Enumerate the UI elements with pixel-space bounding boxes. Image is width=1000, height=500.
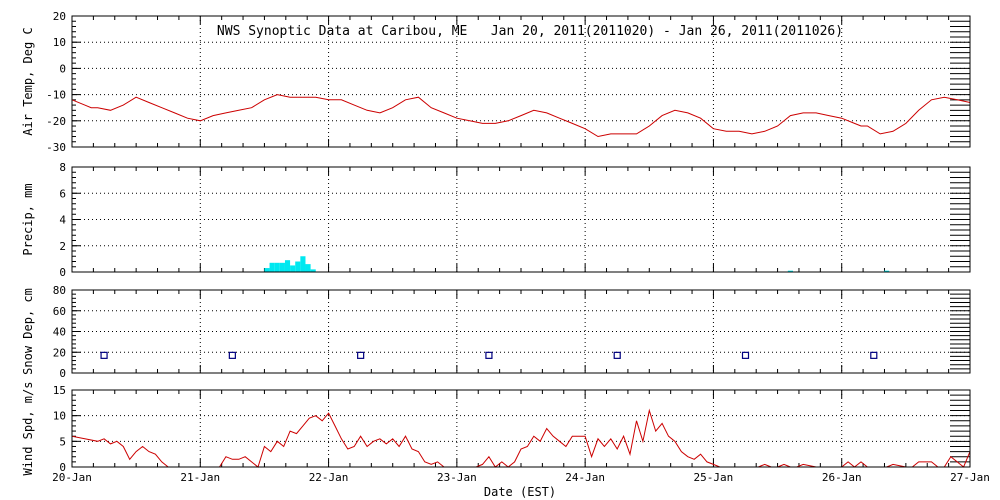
precip-bar (274, 262, 280, 272)
air-temp-y-tick-label: -10 (46, 89, 66, 102)
air-temp-series-line (71, 94, 971, 138)
precip-y-tick-label: 4 (59, 214, 66, 227)
precip-y-tick-label: 6 (59, 187, 66, 200)
wind-speed-y-tick-label: 15 (53, 384, 66, 397)
chart-title: NWS Synoptic Data at Caribou, ME Jan 20,… (217, 24, 843, 39)
precip-y-tick-label: 2 (59, 240, 66, 253)
wind-speed-y-tick-label: 0 (59, 461, 66, 474)
precip-bar (284, 260, 291, 272)
air-temp-y-tick-label: -30 (46, 141, 66, 154)
precip-bar (279, 262, 285, 272)
wind-speed-frame (71, 389, 971, 468)
x-tick-label: 21-Jan (180, 471, 220, 484)
wind-speed-y-axis-label: Wind Spd, m/s (21, 382, 35, 476)
x-tick-label: 27-Jan (950, 471, 990, 484)
x-tick-label: 20-Jan (52, 471, 92, 484)
wind-speed-y-tick-label: 10 (53, 410, 66, 423)
snow-depth-y-tick-label: 0 (59, 367, 66, 380)
air-temp-y-tick-label: 20 (53, 10, 66, 23)
air-temp-y-tick-label: 0 (59, 62, 66, 75)
snow-depth-y-tick-label: 20 (53, 346, 66, 359)
snow-depth-point (100, 351, 108, 359)
precip-frame (71, 166, 971, 273)
precip-bar (305, 264, 311, 272)
snow-depth-y-tick-label: 40 (53, 326, 66, 339)
snow-depth-frame (71, 289, 971, 374)
air-temp-y-tick-label: -20 (46, 115, 66, 128)
precip-panel: 0 2 4 6 8 Precip, mm (21, 161, 971, 279)
wind-speed-y-tick-label: 5 (59, 435, 66, 448)
wind-speed-panel: 0 5 10 15 Wind Spd, m/s (21, 382, 971, 476)
precip-bar (290, 265, 296, 272)
x-tick-label: 25-Jan (694, 471, 734, 484)
air-temp-y-tick-label: 10 (53, 36, 66, 49)
panels-layer: -30 -20 -10 0 10 20 Air Temp, Deg C 0 2 4 6 8 Precip… (21, 10, 990, 484)
precip-bar (295, 261, 301, 272)
snow-depth-y-axis-label: Snow Dep, cm (21, 288, 35, 375)
precip-bar (264, 268, 270, 272)
snow-depth-point (613, 351, 621, 359)
air-temp-panel: -30 -20 -10 0 10 20 Air Temp, Deg C (21, 10, 971, 154)
snow-depth-point (228, 351, 236, 359)
snow-depth-panel: 0 20 40 60 80 Snow Dep, cm (21, 284, 971, 380)
snow-depth-point (357, 351, 365, 359)
snow-depth-point (485, 351, 493, 359)
precip-bar (310, 269, 316, 272)
precip-y-tick-label: 0 (59, 266, 66, 279)
wind-speed-series-line (71, 408, 971, 468)
precip-bar (884, 270, 890, 272)
x-tick-label: 24-Jan (565, 471, 605, 484)
x-tick-label: 22-Jan (309, 471, 349, 484)
precip-y-tick-label: 8 (59, 161, 66, 174)
air-temp-y-axis-label: Air Temp, Deg C (21, 27, 35, 135)
snow-depth-point (870, 351, 878, 359)
x-axis-label: Date (EST) (484, 485, 556, 499)
precip-bar (300, 256, 306, 272)
snow-depth-y-tick-label: 60 (53, 305, 66, 318)
snow-depth-y-tick-label: 80 (53, 284, 66, 297)
x-tick-label: 23-Jan (437, 471, 477, 484)
snow-depth-point (741, 351, 750, 359)
precip-bar (269, 262, 275, 272)
air-temp-frame (71, 15, 971, 148)
x-tick-label: 26-Jan (822, 471, 862, 484)
precip-y-axis-label: Precip, mm (21, 183, 35, 255)
precip-bar (787, 270, 793, 272)
